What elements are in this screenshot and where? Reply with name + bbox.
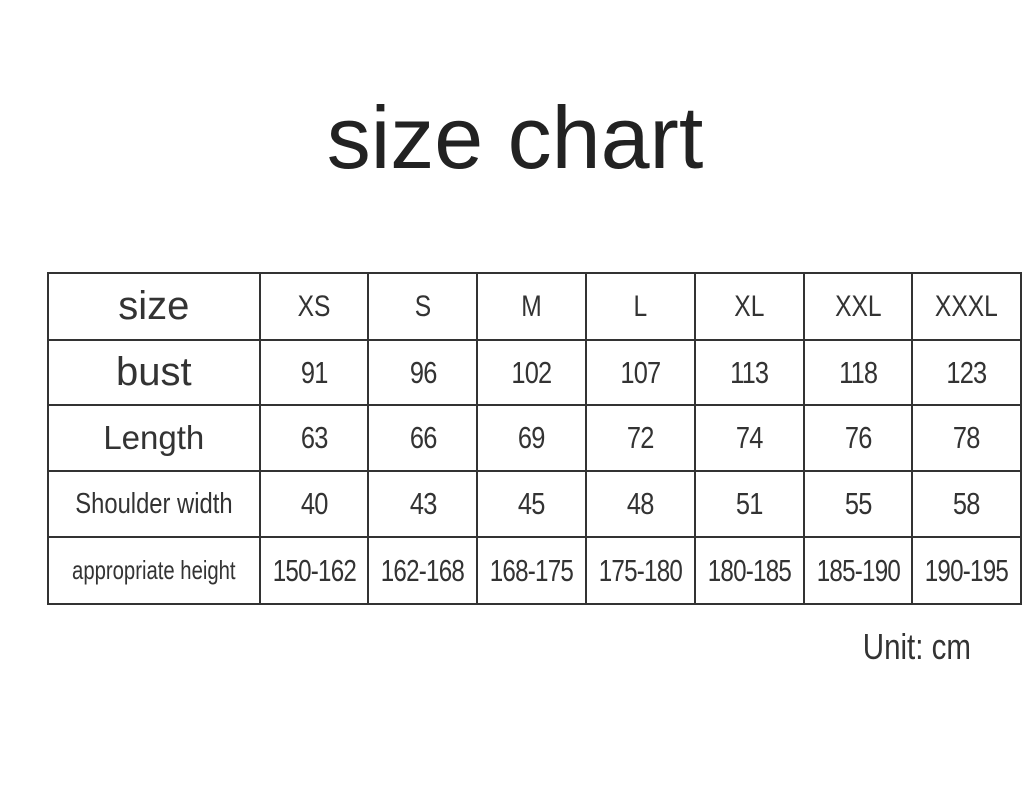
- unit-text: Unit: cm: [862, 626, 971, 667]
- cell-value: 113: [730, 354, 769, 390]
- row-label: appropriate height: [47, 536, 261, 605]
- cell-value: 185-190: [816, 552, 900, 588]
- cell-value: 58: [953, 486, 980, 521]
- cell: 150-162: [258, 536, 370, 605]
- header-cell: L: [584, 272, 696, 341]
- cell-value: 150-162: [272, 552, 356, 588]
- header-cell: XL: [693, 272, 805, 341]
- cell-value: 45: [518, 486, 545, 521]
- header-row: size XS S M L XL XXL XXXL: [47, 272, 1023, 341]
- cell: 123: [911, 339, 1023, 406]
- row-label: Shoulder width: [47, 470, 261, 538]
- cell-value: 78: [953, 420, 980, 455]
- cell-value: 72: [627, 420, 654, 455]
- cell: 45: [476, 470, 587, 538]
- cell: 66: [367, 404, 479, 472]
- header-text: L: [633, 289, 648, 323]
- cell-value: 190-195: [925, 552, 1009, 588]
- header-text: XS: [297, 289, 331, 323]
- cell-value: 162-168: [381, 552, 465, 588]
- header-text: S: [414, 289, 431, 323]
- cell: 185-190: [802, 536, 914, 605]
- cell: 72: [584, 404, 696, 472]
- header-cell: M: [476, 272, 587, 341]
- cell-value: 51: [735, 486, 763, 521]
- cell-value: 168-175: [489, 552, 574, 588]
- cell: 76: [802, 404, 914, 472]
- cell-value: 107: [620, 354, 661, 390]
- cell-value: 118: [838, 354, 878, 390]
- cell-value: 102: [511, 354, 553, 390]
- cell-value: 96: [409, 354, 437, 390]
- cell: 162-168: [367, 536, 479, 605]
- cell: 58: [911, 470, 1023, 538]
- cell: 69: [476, 404, 587, 472]
- cell: 43: [367, 470, 479, 538]
- cell: 107: [584, 339, 696, 406]
- cell: 180-185: [693, 536, 805, 605]
- cell-value: 175-180: [598, 552, 683, 588]
- cell: 51: [693, 470, 805, 538]
- cell: 113: [693, 339, 805, 406]
- cell: 96: [367, 339, 479, 406]
- cell-value: 63: [300, 420, 328, 455]
- header-text: XXL: [834, 289, 882, 323]
- table-row: bust 91 96 102 107 113 118 123: [47, 339, 1023, 406]
- cell: 55: [802, 470, 914, 538]
- cell: 48: [584, 470, 696, 538]
- page-title: size chart: [326, 88, 704, 187]
- header-cell: S: [367, 272, 479, 341]
- header-text: M: [521, 289, 542, 323]
- cell-value: 91: [300, 354, 328, 390]
- cell-value: 123: [946, 354, 988, 390]
- header-text: XL: [734, 289, 765, 323]
- row-label: Length: [47, 404, 261, 472]
- cell-value: 69: [518, 420, 545, 455]
- cell-value: 43: [409, 486, 437, 521]
- cell: 91: [258, 339, 370, 406]
- cell: 102: [476, 339, 587, 406]
- cell: 175-180: [584, 536, 696, 605]
- cell: 168-175: [476, 536, 587, 605]
- cell: 78: [911, 404, 1023, 472]
- cell-value: 74: [735, 420, 763, 455]
- cell: 40: [258, 470, 370, 538]
- cell-value: 55: [844, 486, 872, 521]
- cell-value: 180-185: [707, 552, 791, 588]
- cell-value: 76: [844, 420, 872, 455]
- header-cell: size: [47, 272, 261, 341]
- cell-value: 40: [300, 486, 328, 521]
- cell: 63: [258, 404, 370, 472]
- row-label-text: appropriate height: [72, 555, 236, 585]
- cell-value: 66: [409, 420, 437, 455]
- size-table: size XS S M L XL XXL XXXL bust 91 96 102…: [47, 272, 1023, 605]
- header-text: XXXL: [935, 289, 999, 323]
- cell: 118: [802, 339, 914, 406]
- header-cell: XXL: [802, 272, 914, 341]
- header-cell: XXXL: [911, 272, 1023, 341]
- table-row: Length 63 66 69 72 74 76 78: [47, 404, 1023, 472]
- header-cell: XS: [258, 272, 370, 341]
- unit-label: Unit: cm: [839, 626, 971, 668]
- cell: 190-195: [911, 536, 1023, 605]
- table-row: appropriate height 150-162 162-168 168-1…: [47, 536, 1023, 605]
- cell-value: 48: [627, 486, 654, 521]
- table-row: Shoulder width 40 43 45 48 51 55 58: [47, 470, 1023, 538]
- cell: 74: [693, 404, 805, 472]
- row-label-text: Shoulder width: [75, 487, 233, 520]
- row-label: bust: [47, 339, 261, 406]
